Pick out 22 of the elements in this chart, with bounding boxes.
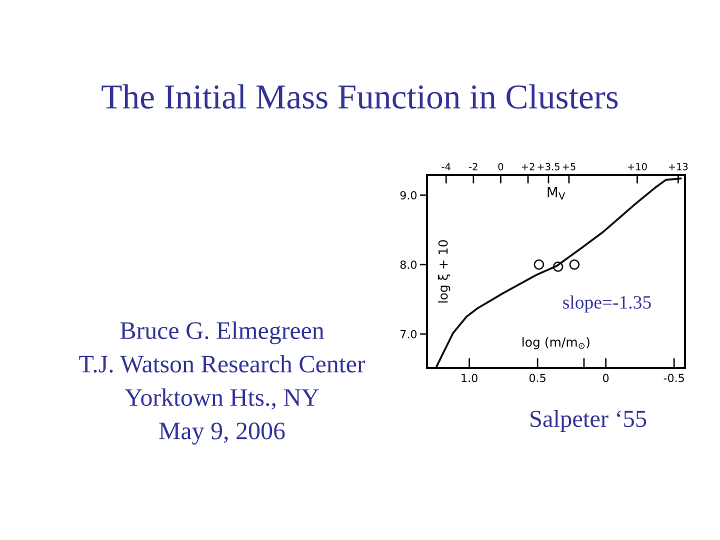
text: Salpeter ‘55: [530, 410, 646, 432]
annotation: slope=-1.35: [563, 296, 651, 312]
x2-tick-label: +5: [562, 163, 576, 170]
x2-tick-label: +10: [628, 162, 647, 170]
y-tick-label: 7.0: [400, 330, 417, 338]
chart-title: The Initial Mass Function in Clusters: [102, 84, 618, 109]
x-tick-label: 0: [603, 374, 609, 382]
y-tick-label: 8.0: [400, 260, 417, 269]
x2-tick-label: 0: [498, 162, 504, 170]
x2-tick-label: +3.5: [538, 162, 560, 170]
x2-tick-label: -2: [469, 162, 478, 170]
x-tick-label: 1.0: [462, 374, 478, 382]
x-tick-label: 0.5: [529, 374, 546, 382]
x2-tick-label: -4: [442, 163, 450, 170]
x2-tick-label: +2: [522, 162, 534, 170]
x2-axis-title: M$_{V}$: [548, 187, 566, 200]
y-axis-title: log ξ + 10: [438, 240, 450, 302]
x-axis-title: log (m/m$_{⊙}$): [522, 337, 590, 350]
x2-tick-label: +13: [668, 162, 688, 170]
text: Bruce G. Elmegreen T.J. Watson Research Center Yorktown Hts., NY May 9, 2006: [79, 321, 366, 445]
y-tick-label: 9.0: [400, 191, 417, 200]
x-tick-label: -0.5: [664, 374, 684, 382]
